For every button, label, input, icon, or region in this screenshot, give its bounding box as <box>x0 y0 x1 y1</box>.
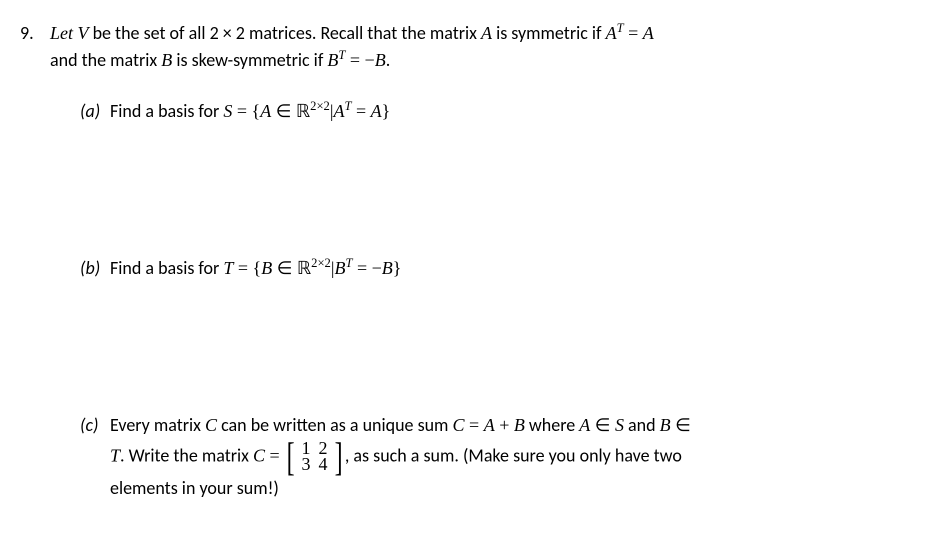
intro-letv: Let V <box>50 23 89 43</box>
m22: 4 <box>319 455 328 475</box>
c-matrix: [1324] <box>284 439 345 475</box>
b-close: } <box>393 258 402 278</box>
intro-text-2: is symmetric if <box>492 22 606 44</box>
part-b-body: Find a basis for T = {B ∈ ℝ2×2|BT = −B} <box>110 255 890 282</box>
c-B: B <box>514 415 525 435</box>
c-in2: ∈ <box>671 415 691 435</box>
a-in: ∈ <box>271 101 296 121</box>
a-rhs: A <box>371 101 382 121</box>
part-b: (b) Find a basis for T = {B ∈ ℝ2×2|BT = … <box>80 255 890 282</box>
c-B2: B <box>660 415 671 435</box>
b-dim: 2×2 <box>311 256 331 270</box>
c-and: and <box>624 414 660 436</box>
bracket-right: ] <box>334 439 342 475</box>
eq2-lhs: B <box>327 50 338 70</box>
a-dim: 2×2 <box>310 99 330 113</box>
c-T: T <box>110 445 120 465</box>
m21: 3 <box>302 455 311 475</box>
a-A: A <box>260 101 271 121</box>
b-lhs: B <box>334 258 345 278</box>
eq1-sup: T <box>617 21 624 35</box>
c-text1c: where <box>525 414 579 436</box>
c-C1: C <box>205 415 217 435</box>
eq2-rhs: B <box>375 50 386 70</box>
eq1-lhs: A <box>606 23 617 43</box>
eq1-eq: = <box>624 23 643 43</box>
c-C3: C <box>253 445 265 465</box>
b-eqs: = − <box>352 258 381 278</box>
problem-body: Let V be the set of all 2 × 2 matrices. … <box>50 20 890 502</box>
eq1-rhs: A <box>643 23 654 43</box>
a-text: Find a basis for <box>110 100 223 122</box>
c-plus: + <box>495 415 514 435</box>
c-text3: elements in your sum!) <box>110 477 279 499</box>
a-eq: = { <box>232 101 260 121</box>
problem-9: 9. Let V be the set of all 2 × 2 matrice… <box>20 20 890 502</box>
c-A2: A <box>579 415 590 435</box>
c-text2b: . Write the matrix <box>120 444 253 466</box>
b-B: B <box>261 258 272 278</box>
b-T: T <box>223 258 233 278</box>
part-a-body: Find a basis for S = {A ∈ ℝ2×2|AT = A} <box>110 98 890 125</box>
part-a: (a) Find a basis for S = {A ∈ ℝ2×2|AT = … <box>80 98 890 125</box>
problem-number: 9. <box>20 20 50 502</box>
c-A: A <box>484 415 495 435</box>
intro-A: A <box>481 23 492 43</box>
c-eq1: = <box>465 415 484 435</box>
b-R: ℝ <box>297 258 311 278</box>
part-c: (c) Every matrix C can be written as a u… <box>80 412 890 502</box>
bracket-left: [ <box>287 439 295 475</box>
part-b-label: (b) <box>80 255 110 282</box>
b-in: ∈ <box>272 258 297 278</box>
c-S: S <box>615 415 624 435</box>
intro-period: . <box>386 49 391 71</box>
b-rhs: B <box>382 258 393 278</box>
part-a-label: (a) <box>80 98 110 125</box>
c-eq2: = <box>265 445 284 465</box>
intro-text-1: be the set of all 2 × 2 matrices. Recall… <box>89 22 482 44</box>
intro-text-3: and the matrix <box>50 49 161 71</box>
c-C2: C <box>453 415 465 435</box>
c-in1: ∈ <box>590 415 615 435</box>
b-text: Find a basis for <box>110 257 223 279</box>
c-text1a: Every matrix <box>110 414 205 436</box>
c-text2c: , as such a sum. (Make sure you only hav… <box>345 444 682 466</box>
a-R: ℝ <box>296 101 310 121</box>
problem-intro: Let V be the set of all 2 × 2 matrices. … <box>50 20 890 74</box>
part-c-body: Every matrix C can be written as a uniqu… <box>110 412 890 502</box>
a-lhs: A <box>333 101 344 121</box>
intro-B: B <box>161 50 172 70</box>
b-eq: = { <box>233 258 261 278</box>
a-close: } <box>382 101 391 121</box>
intro-text-4: is skew-symmetric if <box>172 49 327 71</box>
eq2-eq: = − <box>345 50 374 70</box>
a-eqs: = <box>351 101 370 121</box>
c-text1b: can be written as a unique sum <box>217 414 453 436</box>
part-c-label: (c) <box>80 412 110 502</box>
